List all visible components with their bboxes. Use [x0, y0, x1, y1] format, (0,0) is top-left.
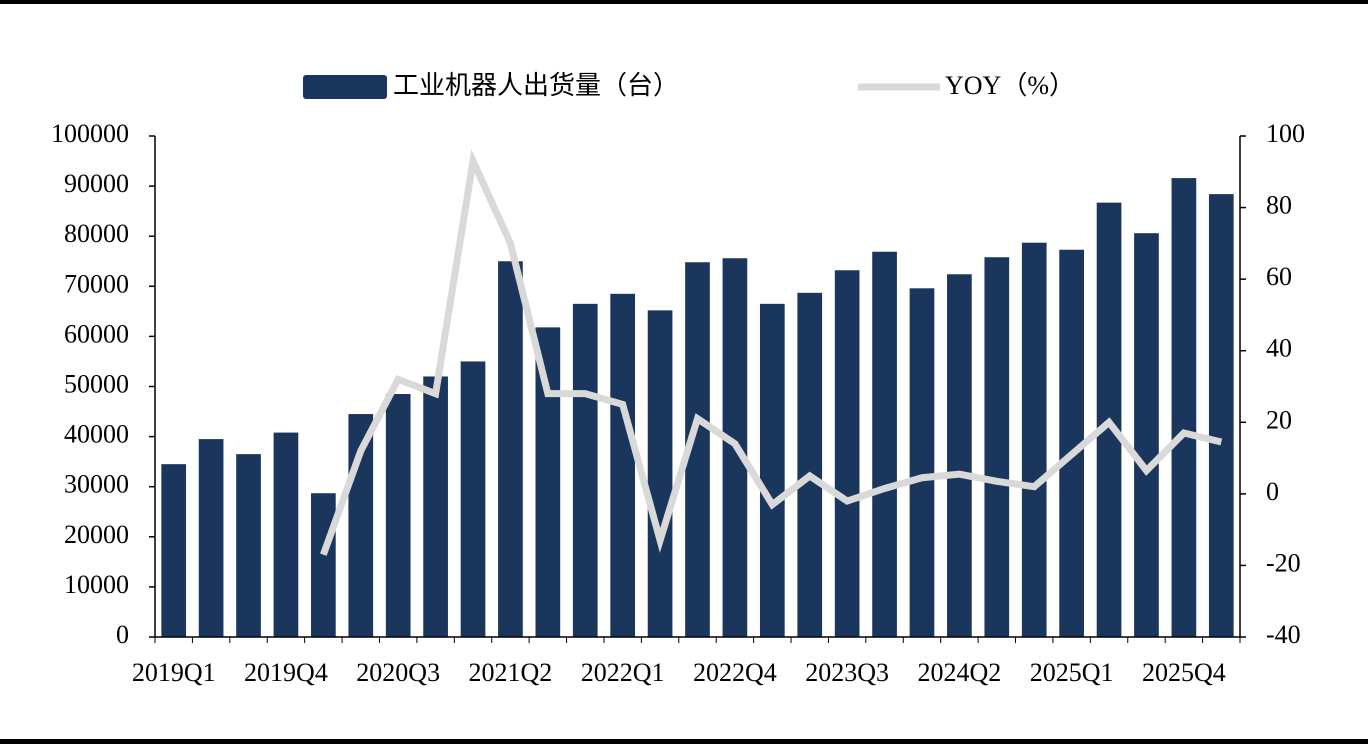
y-tick-label: 70000: [64, 269, 129, 298]
bar: [423, 376, 448, 637]
top-rule: [0, 0, 1368, 4]
bar: [872, 251, 897, 637]
y-tick-label: 80000: [64, 219, 129, 248]
bar: [610, 293, 636, 637]
y-tick-label: 100000: [51, 119, 129, 148]
bar: [834, 270, 860, 637]
x-tick-label: 2019Q4: [244, 658, 328, 687]
yoy-line: [320, 149, 1223, 556]
bar: [759, 303, 785, 637]
y-tick-label: 20000: [64, 520, 129, 549]
x-tick-label: 2020Q3: [356, 658, 440, 687]
x-tick-label: 2022Q1: [581, 658, 665, 687]
x-tick-label: 2024Q2: [918, 658, 1002, 687]
bar: [984, 257, 1010, 637]
legend-swatch: [303, 75, 387, 99]
x-tick-label: 2021Q2: [469, 658, 553, 687]
y2-tick-label: 0: [1266, 477, 1279, 506]
bar: [947, 274, 972, 637]
y2-tick-label: 20: [1266, 405, 1292, 434]
bar: [909, 288, 935, 637]
y-tick-label: 50000: [64, 369, 129, 398]
y-tick-label: 90000: [64, 169, 129, 198]
bar: [1021, 242, 1047, 637]
y-tick-label: 30000: [64, 470, 129, 499]
bar: [385, 394, 411, 637]
bar: [236, 454, 261, 637]
x-tick-label: 2023Q3: [805, 658, 889, 687]
y2-tick-label: -20: [1266, 548, 1301, 577]
bar: [273, 432, 299, 637]
bar: [1171, 178, 1197, 638]
x-tick-label: 2025Q4: [1142, 658, 1226, 687]
y-tick-label: 10000: [64, 570, 129, 599]
y-tick-label: 40000: [64, 420, 129, 449]
y-tick-label: 0: [116, 620, 129, 649]
bar: [535, 327, 561, 637]
x-tick-label: 2025Q1: [1030, 658, 1114, 687]
y2-tick-label: 80: [1266, 191, 1292, 220]
bar: [498, 261, 523, 637]
legend-label: 工业机器人出货量（台）: [393, 71, 679, 100]
bar: [647, 310, 673, 637]
y2-tick-label: 40: [1266, 334, 1292, 363]
bar: [198, 439, 224, 637]
y2-tick-label: -40: [1266, 620, 1301, 649]
bar: [161, 464, 187, 637]
bar: [1134, 233, 1159, 637]
x-tick-label: 2019Q1: [132, 658, 216, 687]
bar: [797, 292, 823, 637]
y-tick-label: 60000: [64, 319, 129, 348]
bottom-rule: [0, 739, 1368, 744]
bar: [572, 303, 598, 637]
bar: [460, 361, 486, 637]
x-tick-label: 2022Q4: [693, 658, 777, 687]
y2-tick-label: 100: [1266, 119, 1305, 148]
y2-tick-label: 60: [1266, 262, 1292, 291]
legend-label: YOY（%）: [945, 71, 1075, 100]
bar: [311, 493, 336, 637]
bar: [1208, 194, 1234, 637]
